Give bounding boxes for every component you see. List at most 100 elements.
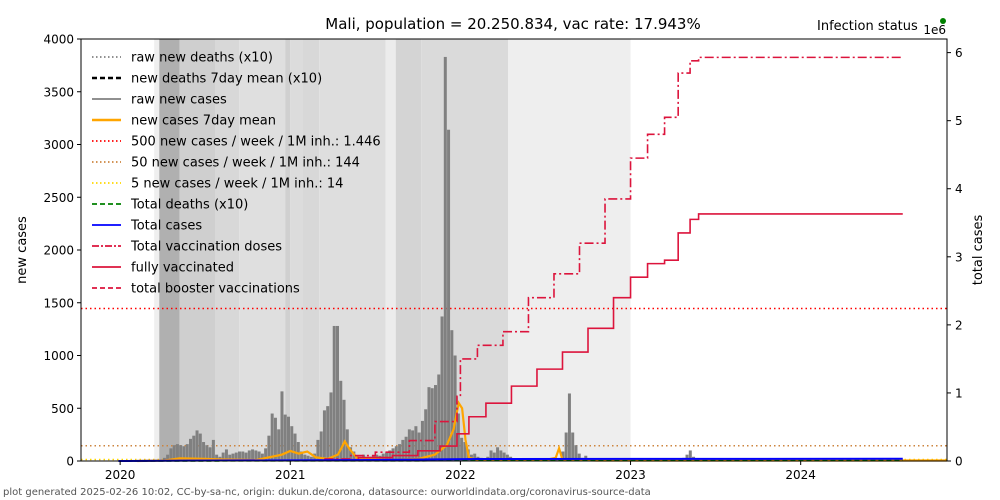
raw-new-cases-bar bbox=[447, 129, 451, 462]
raw-new-cases-bar bbox=[424, 409, 428, 461]
background-bands bbox=[154, 39, 631, 461]
infection-status-label: Infection status bbox=[817, 19, 918, 34]
legend: raw new deaths (x10) new deaths 7day mean… bbox=[92, 51, 381, 297]
raw-new-cases-bar bbox=[283, 414, 287, 461]
background-band bbox=[215, 39, 240, 461]
raw-new-cases-bar bbox=[260, 453, 264, 461]
raw-new-cases-bar bbox=[473, 453, 477, 461]
y2-tick-label: 5 bbox=[955, 114, 963, 128]
raw-new-cases-bar bbox=[352, 451, 356, 461]
y-tick-label: 2500 bbox=[43, 191, 74, 205]
y-tick-label: 500 bbox=[51, 402, 74, 416]
legend-label: Total cases bbox=[130, 219, 202, 234]
raw-new-cases-bar bbox=[450, 330, 454, 461]
raw-new-cases-bar bbox=[211, 439, 215, 461]
raw-new-cases-bar bbox=[440, 316, 444, 461]
raw-new-cases-bar bbox=[309, 456, 313, 461]
raw-new-cases-bar bbox=[238, 451, 242, 461]
legend-label: fully vaccinated bbox=[131, 261, 234, 276]
raw-new-cases-bar bbox=[228, 454, 232, 461]
raw-new-cases-bar bbox=[394, 446, 398, 461]
raw-new-cases-bar bbox=[234, 452, 238, 461]
legend-label: Total deaths (x10) bbox=[130, 198, 248, 213]
y-tick-label: 1500 bbox=[43, 296, 74, 310]
raw-new-cases-bar bbox=[267, 435, 271, 461]
raw-new-cases-bar bbox=[496, 447, 500, 461]
raw-new-cases-bar bbox=[456, 413, 460, 461]
raw-new-cases-bar bbox=[437, 374, 441, 461]
x-axis: 2020 2021 2022 2023 2024 bbox=[105, 461, 816, 482]
raw-new-cases-bar bbox=[558, 458, 562, 461]
legend-label: new deaths 7day mean (x10) bbox=[131, 72, 322, 87]
raw-new-cases-bar bbox=[463, 442, 467, 461]
raw-new-cases-bar bbox=[300, 451, 304, 461]
raw-new-cases-bar bbox=[492, 452, 496, 461]
background-band bbox=[319, 39, 386, 461]
raw-new-cases-bar bbox=[319, 431, 323, 461]
raw-new-cases-bar bbox=[264, 448, 268, 461]
y-tick-label: 3500 bbox=[43, 85, 74, 99]
raw-new-cases-bar bbox=[195, 430, 199, 461]
legend-label: raw new deaths (x10) bbox=[131, 51, 273, 66]
raw-new-cases-bar bbox=[489, 450, 493, 461]
legend-label: new cases 7day mean bbox=[131, 114, 276, 129]
y-tick-label: 2000 bbox=[43, 244, 74, 258]
legend-label: 50 new cases / week / 1M inh.: 144 bbox=[131, 156, 360, 171]
raw-new-cases-bar bbox=[443, 56, 447, 462]
background-band bbox=[385, 39, 396, 461]
y2-tick-label: 4 bbox=[955, 182, 963, 196]
background-band bbox=[154, 39, 160, 461]
raw-new-cases-bar bbox=[414, 426, 418, 461]
raw-new-cases-bar bbox=[339, 380, 343, 461]
x-tick-label: 2020 bbox=[105, 468, 136, 482]
raw-new-cases-bar bbox=[198, 433, 202, 461]
raw-new-cases-bar bbox=[342, 399, 346, 461]
raw-new-cases-bar bbox=[172, 445, 176, 461]
y2-tick-label: 3 bbox=[955, 250, 963, 264]
legend-label: total booster vaccinations bbox=[131, 282, 300, 297]
raw-new-cases-bar bbox=[499, 450, 503, 461]
y-axis-right: 0 1 2 3 4 5 6 bbox=[947, 46, 963, 469]
y2-axis-label: total cases bbox=[971, 215, 986, 286]
raw-new-cases-bar bbox=[420, 420, 424, 461]
raw-new-cases-bar bbox=[335, 325, 339, 461]
y2-tick-label: 6 bbox=[955, 46, 963, 60]
raw-new-cases-bar bbox=[202, 442, 206, 461]
raw-new-cases-bar bbox=[398, 444, 402, 461]
x-tick-label: 2023 bbox=[615, 468, 646, 482]
raw-new-cases-bar bbox=[554, 459, 558, 461]
raw-new-cases-bar bbox=[306, 455, 310, 461]
raw-new-cases-bar bbox=[460, 437, 464, 461]
background-band bbox=[508, 39, 631, 461]
raw-new-cases-bar bbox=[316, 439, 320, 461]
raw-new-cases-bar bbox=[224, 449, 228, 461]
y-axis-label: new cases bbox=[15, 216, 30, 284]
raw-new-cases-bar bbox=[280, 391, 284, 461]
raw-new-cases-bar bbox=[192, 435, 196, 461]
y-tick-label: 3000 bbox=[43, 138, 74, 152]
raw-new-cases-bar bbox=[411, 430, 415, 461]
y2-tick-label: 1 bbox=[955, 386, 963, 400]
raw-new-cases-bar bbox=[290, 426, 294, 461]
y-tick-label: 1000 bbox=[43, 349, 74, 363]
raw-new-cases-bar bbox=[564, 432, 568, 461]
y2-tick-label: 2 bbox=[955, 318, 963, 332]
y-axis-left: 0 500 1000 1500 2000 2500 3000 3500 4000 bbox=[43, 33, 81, 469]
raw-new-cases-bar bbox=[166, 454, 170, 461]
raw-new-cases-bar bbox=[322, 410, 326, 461]
y-tick-label: 4000 bbox=[43, 33, 74, 47]
raw-new-cases-bar bbox=[254, 450, 258, 461]
x-tick-label: 2022 bbox=[445, 468, 476, 482]
chart-title: Mali, population = 20.250.834, vac rate:… bbox=[325, 15, 700, 33]
raw-new-cases-bar bbox=[332, 325, 336, 461]
raw-new-cases-bar bbox=[453, 355, 457, 461]
raw-new-cases-bar bbox=[273, 417, 277, 461]
raw-new-cases-bar bbox=[430, 388, 434, 461]
raw-new-cases-bar bbox=[548, 459, 552, 461]
raw-new-cases-bar bbox=[251, 449, 255, 461]
raw-new-cases-bar bbox=[277, 429, 281, 461]
raw-new-cases-bar bbox=[561, 451, 565, 461]
raw-new-cases-bar bbox=[567, 393, 571, 461]
fully-vaccinated-line bbox=[324, 213, 903, 461]
